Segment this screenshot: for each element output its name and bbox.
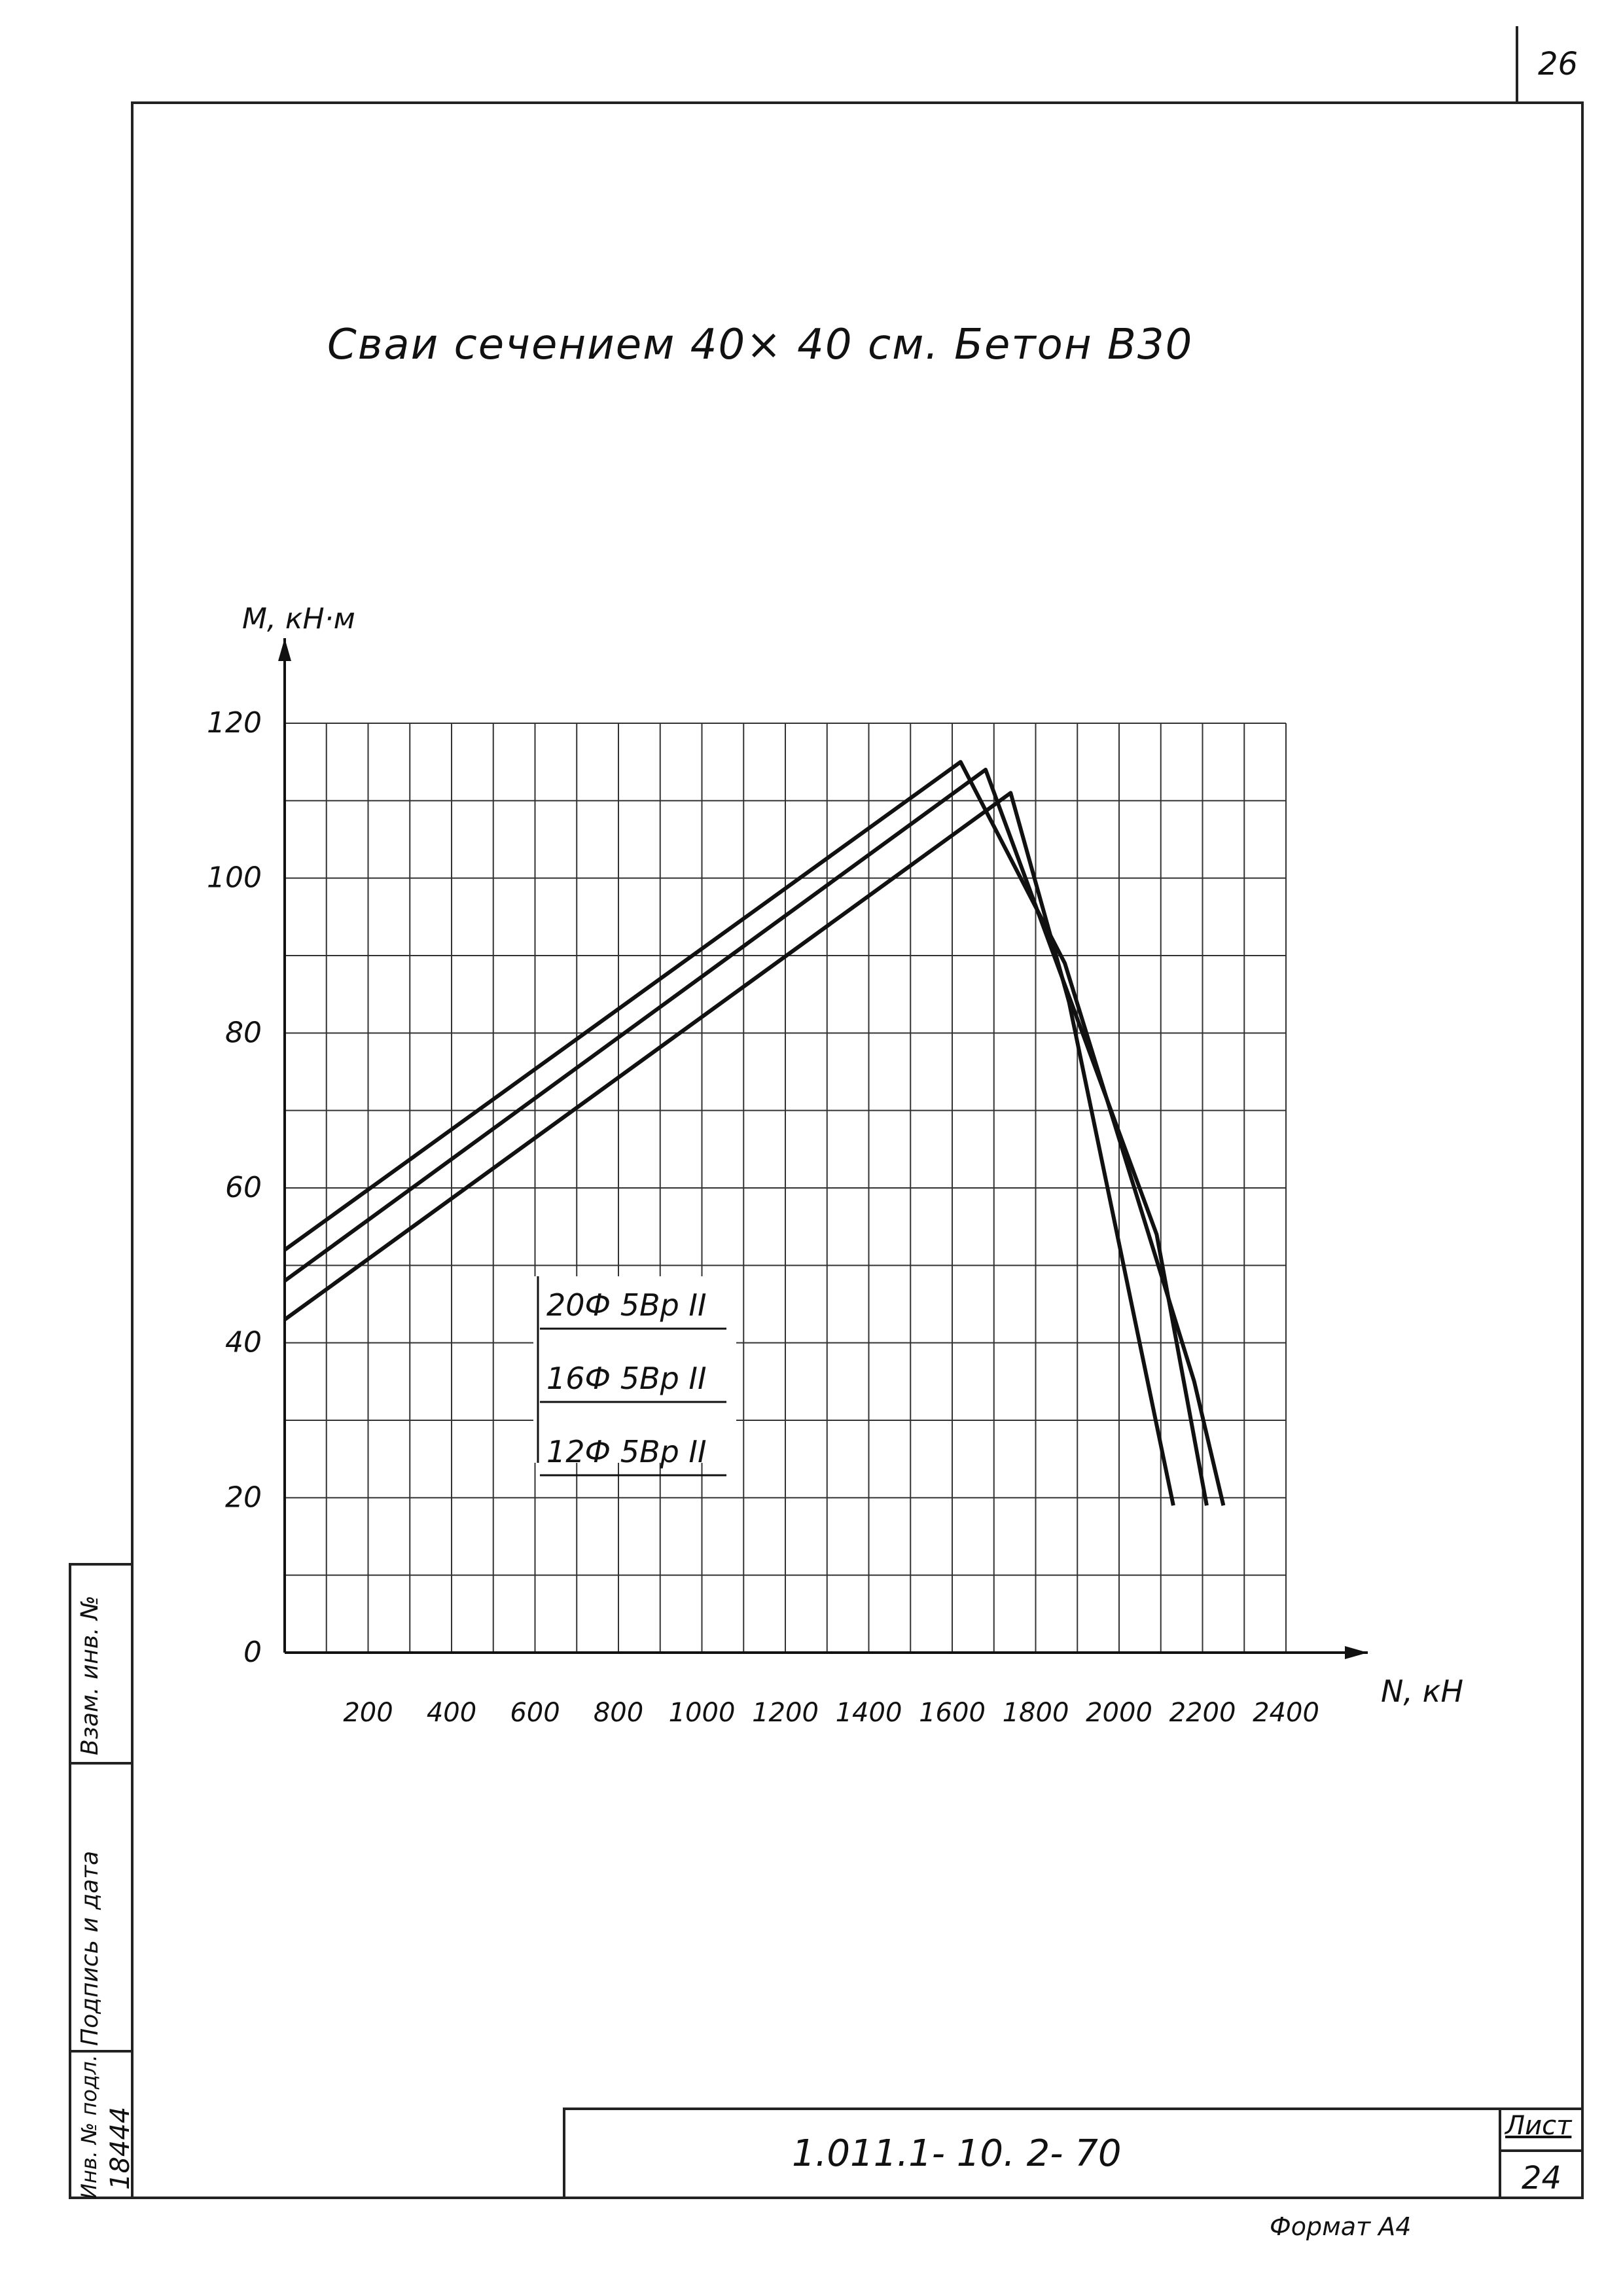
x-tick-label: 800 — [594, 1698, 643, 1728]
chart-tick-labels: 200 400 600 800 1000 1200 1400 1600 1800 2000 2200… — [207, 706, 1319, 1728]
x-tick-label: 2200 — [1169, 1698, 1236, 1728]
x-tick-label: 1200 — [752, 1698, 819, 1728]
page-title: Сваи сечением 40× 40 см. Бетон В30 — [327, 321, 1194, 369]
title-block — [563, 2108, 1584, 2199]
chart-axes — [278, 638, 1368, 1659]
x-axis-arrow — [1345, 1646, 1368, 1659]
y-tick-label: 100 — [207, 861, 262, 895]
y-axis-arrow — [278, 638, 291, 661]
series-line — [283, 768, 1209, 1506]
chart-grid — [285, 723, 1287, 1653]
sheet-divider — [1499, 2149, 1584, 2152]
page-number-divider — [1516, 26, 1518, 101]
y-axis-label: М, кН·м — [242, 602, 355, 636]
x-tick-label: 400 — [427, 1698, 476, 1728]
document-code: 1.011.1- 10. 2- 70 — [792, 2132, 1122, 2175]
legend-background — [533, 1276, 736, 1463]
stamp-cell-replacement: Взам. инв. № — [71, 1566, 134, 1762]
series-line — [283, 791, 1175, 1506]
stamp-replacement-label: Взам. инв. № — [77, 1595, 103, 1755]
stamp-signature-label: Подпись и дата — [77, 1850, 103, 2046]
legend-entry: 16Ф 5Вр II — [546, 1361, 707, 1396]
y-tick-label: 120 — [207, 706, 262, 740]
x-tick-label: 2400 — [1253, 1698, 1319, 1728]
sheet-label: Лист — [1505, 2111, 1572, 2141]
y-tick-label: 80 — [225, 1016, 262, 1049]
drawing-frame — [131, 101, 1584, 2199]
y-tick-label: 40 — [225, 1326, 262, 1359]
side-stamp: Взам. инв. № Подпись и дата Инв. № подл.… — [69, 1563, 135, 2202]
y-tick-label: 20 — [225, 1480, 262, 1514]
stamp-cell-inventory: Инв. № подл. 18444 — [71, 2050, 135, 2202]
legend-entry: 12Ф 5Вр II — [546, 1434, 707, 1469]
legend-entry: 20Ф 5Вр II — [546, 1287, 707, 1323]
x-tick-label: 1000 — [669, 1698, 736, 1728]
stamp-inventory-value: 18444 — [105, 2106, 135, 2190]
sheet-number: 24 — [1522, 2160, 1562, 2197]
chart-legend: 20Ф 5Вр II 16Ф 5Вр II 12Ф 5Вр II — [533, 1276, 736, 1477]
x-tick-label: 1800 — [1003, 1698, 1069, 1728]
x-tick-label: 2000 — [1086, 1698, 1152, 1728]
x-tick-label: 1600 — [919, 1698, 986, 1728]
stamp-inventory-label: Инв. № подл. — [77, 2054, 101, 2199]
x-tick-label: 600 — [510, 1698, 560, 1728]
stamp-cell-signature: Подпись и дата — [71, 1762, 134, 2050]
format-label: Формат А4 — [1270, 2212, 1412, 2241]
y-tick-label: 0 — [243, 1636, 262, 1669]
x-tick-label: 1400 — [836, 1698, 902, 1728]
page-number: 26 — [1538, 46, 1578, 82]
series-line — [283, 760, 1226, 1506]
y-tick-label: 60 — [225, 1171, 262, 1204]
x-tick-label: 200 — [343, 1698, 393, 1728]
x-axis-label: N, кН — [1381, 1674, 1463, 1709]
chart-series — [283, 760, 1226, 1506]
sheet-box — [1499, 2108, 1584, 2199]
